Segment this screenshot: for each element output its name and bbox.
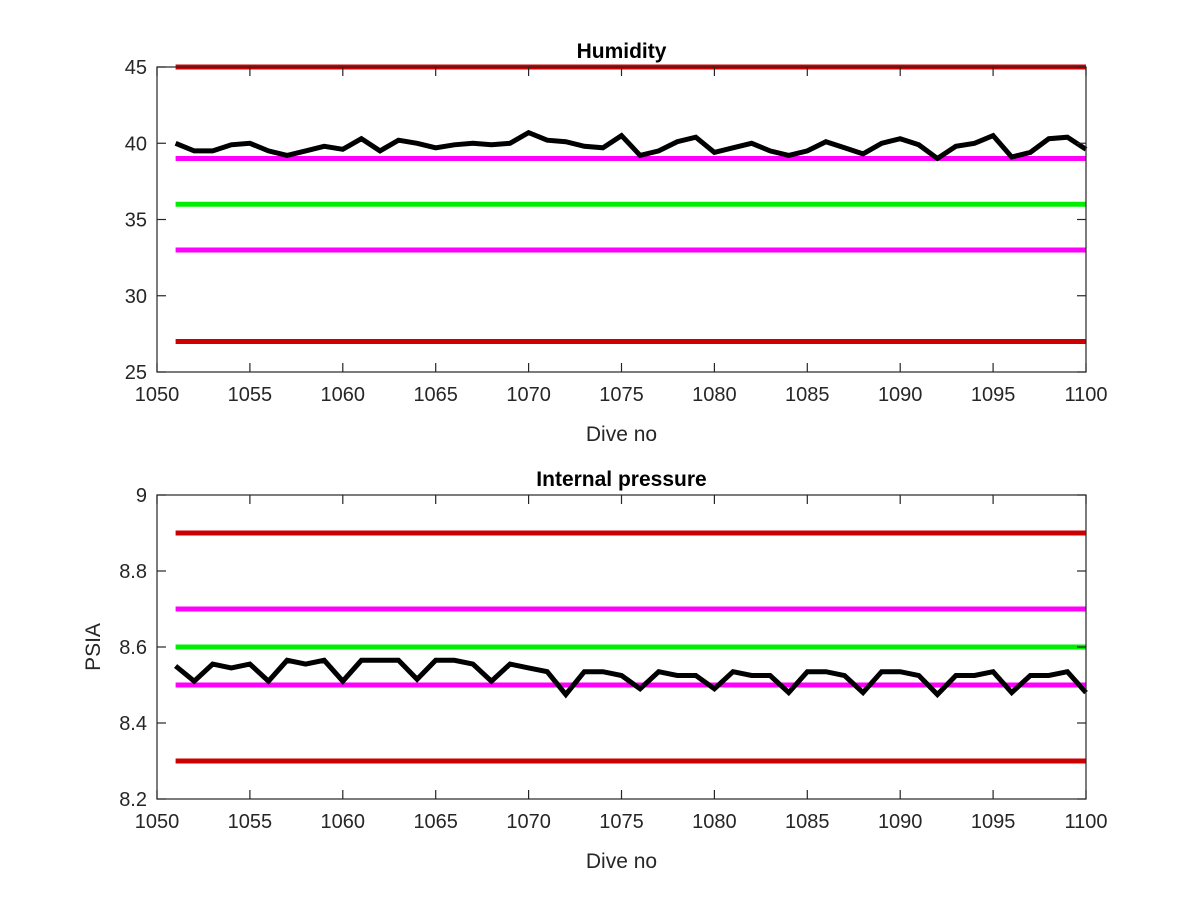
x-tick-label: 1055 [228,384,273,406]
x-tick-label: 1065 [413,811,458,833]
x-tick-label: 1050 [135,384,180,406]
y-tick-label: 8.2 [119,789,147,811]
chart-1: 1050 1055 1060 1065 1070 1075 1080 1085 1090 1095… [125,40,1108,446]
x-axis-label: Dive no [586,423,657,446]
chart-title: Internal pressure [536,468,706,491]
x-tick-label: 1085 [785,811,830,833]
y-tick-label: 45 [125,57,147,79]
y-tick-label: 35 [125,210,147,232]
y-tick-label: 9 [136,485,147,507]
x-tick-label: 1085 [785,384,830,406]
x-tick-label: 1080 [692,384,737,406]
x-tick-label: 1095 [971,384,1016,406]
chart-2: 1050 1055 1060 1065 1070 1075 1080 1085 1090 1095… [82,468,1108,873]
x-tick-label: 1050 [135,811,180,833]
x-tick-label: 1090 [878,384,923,406]
x-tick-label: 1075 [599,811,644,833]
data-series-line [174,129,1088,162]
y-tick-label: 8.4 [119,713,147,735]
y-tick-label: 25 [125,362,147,384]
x-tick-label: 1095 [971,811,1016,833]
y-tick-label: 30 [125,286,147,308]
data-series-line [174,657,1088,699]
x-tick-label: 1060 [321,384,366,406]
y-tick-label: 8.8 [119,561,147,583]
x-axis-label: Dive no [586,850,657,873]
x-tick-label: 1070 [506,384,551,406]
x-tick-label: 1075 [599,384,644,406]
x-tick-label: 1100 [1064,811,1107,833]
chart-title: Humidity [577,40,667,63]
x-tick-label: 1065 [413,384,458,406]
y-axis-label: PSIA [82,623,105,671]
axes-box [156,66,1087,373]
y-tick-label: 8.6 [119,637,147,659]
y-tick-label: 40 [125,133,147,155]
x-tick-label: 1060 [321,811,366,833]
x-tick-label: 1080 [692,811,737,833]
x-tick-label: 1055 [228,811,273,833]
x-tick-label: 1070 [506,811,551,833]
x-tick-label: 1090 [878,811,923,833]
x-tick-label: 1100 [1064,384,1107,406]
